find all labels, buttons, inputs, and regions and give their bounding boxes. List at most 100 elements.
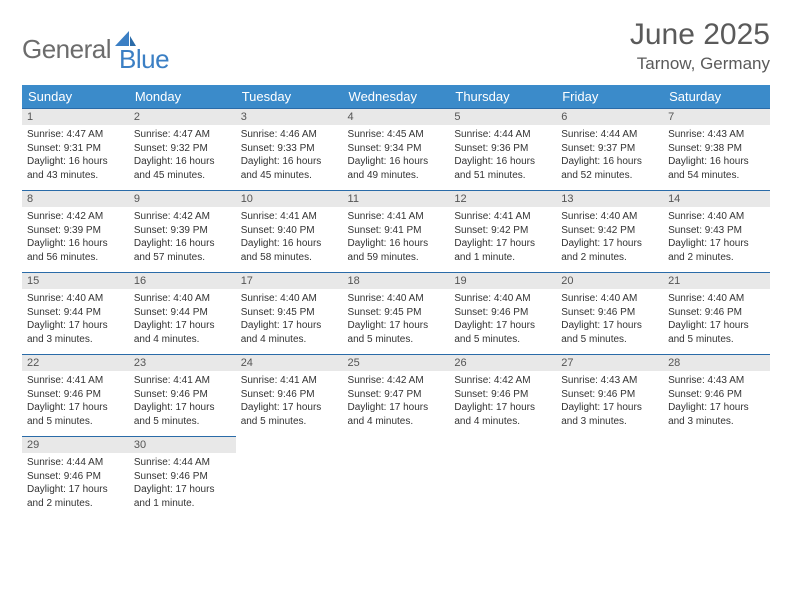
- day-details: Sunrise: 4:41 AMSunset: 9:46 PMDaylight:…: [129, 371, 236, 432]
- day-details: Sunrise: 4:41 AMSunset: 9:42 PMDaylight:…: [449, 207, 556, 268]
- day-cell: 17Sunrise: 4:40 AMSunset: 9:45 PMDayligh…: [236, 272, 343, 354]
- weekday-header: Thursday: [449, 85, 556, 108]
- weekday-header: Friday: [556, 85, 663, 108]
- day-details: Sunrise: 4:43 AMSunset: 9:46 PMDaylight:…: [663, 371, 770, 432]
- day-cell: 22Sunrise: 4:41 AMSunset: 9:46 PMDayligh…: [22, 354, 129, 436]
- weekday-header: Wednesday: [343, 85, 450, 108]
- day-details: Sunrise: 4:40 AMSunset: 9:45 PMDaylight:…: [343, 289, 450, 350]
- day-number: 25: [343, 354, 450, 371]
- day-number: 5: [449, 108, 556, 125]
- day-details: Sunrise: 4:43 AMSunset: 9:46 PMDaylight:…: [556, 371, 663, 432]
- day-details: Sunrise: 4:40 AMSunset: 9:43 PMDaylight:…: [663, 207, 770, 268]
- day-details: Sunrise: 4:40 AMSunset: 9:44 PMDaylight:…: [22, 289, 129, 350]
- weekday-header: Tuesday: [236, 85, 343, 108]
- empty-cell: [236, 436, 343, 518]
- day-number: 4: [343, 108, 450, 125]
- day-cell: 20Sunrise: 4:40 AMSunset: 9:46 PMDayligh…: [556, 272, 663, 354]
- day-cell: 1Sunrise: 4:47 AMSunset: 9:31 PMDaylight…: [22, 108, 129, 190]
- day-number: 3: [236, 108, 343, 125]
- day-number: 17: [236, 272, 343, 289]
- day-number: 9: [129, 190, 236, 207]
- logo-text-general: General: [22, 34, 111, 65]
- day-number: 28: [663, 354, 770, 371]
- day-number: 1: [22, 108, 129, 125]
- day-details: Sunrise: 4:40 AMSunset: 9:45 PMDaylight:…: [236, 289, 343, 350]
- day-number: 13: [556, 190, 663, 207]
- day-number: 20: [556, 272, 663, 289]
- location: Tarnow, Germany: [630, 54, 770, 74]
- logo-text-blue: Blue: [119, 44, 169, 75]
- day-cell: 29Sunrise: 4:44 AMSunset: 9:46 PMDayligh…: [22, 436, 129, 518]
- day-number: 29: [22, 436, 129, 453]
- day-cell: 7Sunrise: 4:43 AMSunset: 9:38 PMDaylight…: [663, 108, 770, 190]
- day-number: 18: [343, 272, 450, 289]
- day-number: 12: [449, 190, 556, 207]
- day-details: Sunrise: 4:42 AMSunset: 9:47 PMDaylight:…: [343, 371, 450, 432]
- day-number: 11: [343, 190, 450, 207]
- month-title: June 2025: [630, 18, 770, 52]
- day-details: Sunrise: 4:40 AMSunset: 9:42 PMDaylight:…: [556, 207, 663, 268]
- day-cell: 19Sunrise: 4:40 AMSunset: 9:46 PMDayligh…: [449, 272, 556, 354]
- weekday-header: Saturday: [663, 85, 770, 108]
- day-cell: 30Sunrise: 4:44 AMSunset: 9:46 PMDayligh…: [129, 436, 236, 518]
- day-cell: 4Sunrise: 4:45 AMSunset: 9:34 PMDaylight…: [343, 108, 450, 190]
- day-number: 23: [129, 354, 236, 371]
- day-cell: 26Sunrise: 4:42 AMSunset: 9:46 PMDayligh…: [449, 354, 556, 436]
- day-number: 30: [129, 436, 236, 453]
- day-cell: 9Sunrise: 4:42 AMSunset: 9:39 PMDaylight…: [129, 190, 236, 272]
- day-number: 22: [22, 354, 129, 371]
- day-number: 27: [556, 354, 663, 371]
- calendar-row: 22Sunrise: 4:41 AMSunset: 9:46 PMDayligh…: [22, 354, 770, 436]
- day-cell: 11Sunrise: 4:41 AMSunset: 9:41 PMDayligh…: [343, 190, 450, 272]
- day-cell: 15Sunrise: 4:40 AMSunset: 9:44 PMDayligh…: [22, 272, 129, 354]
- day-number: 7: [663, 108, 770, 125]
- day-details: Sunrise: 4:43 AMSunset: 9:38 PMDaylight:…: [663, 125, 770, 186]
- empty-cell: [343, 436, 450, 518]
- day-details: Sunrise: 4:45 AMSunset: 9:34 PMDaylight:…: [343, 125, 450, 186]
- day-details: Sunrise: 4:44 AMSunset: 9:36 PMDaylight:…: [449, 125, 556, 186]
- calendar-row: 1Sunrise: 4:47 AMSunset: 9:31 PMDaylight…: [22, 108, 770, 190]
- day-details: Sunrise: 4:41 AMSunset: 9:46 PMDaylight:…: [236, 371, 343, 432]
- day-number: 19: [449, 272, 556, 289]
- day-number: 8: [22, 190, 129, 207]
- day-details: Sunrise: 4:41 AMSunset: 9:46 PMDaylight:…: [22, 371, 129, 432]
- logo: General Blue: [22, 24, 169, 75]
- empty-cell: [556, 436, 663, 518]
- day-details: Sunrise: 4:40 AMSunset: 9:46 PMDaylight:…: [663, 289, 770, 350]
- day-cell: 16Sunrise: 4:40 AMSunset: 9:44 PMDayligh…: [129, 272, 236, 354]
- header: General Blue June 2025 Tarnow, Germany: [22, 18, 770, 75]
- calendar-row: 8Sunrise: 4:42 AMSunset: 9:39 PMDaylight…: [22, 190, 770, 272]
- day-cell: 12Sunrise: 4:41 AMSunset: 9:42 PMDayligh…: [449, 190, 556, 272]
- day-details: Sunrise: 4:42 AMSunset: 9:39 PMDaylight:…: [22, 207, 129, 268]
- day-details: Sunrise: 4:41 AMSunset: 9:40 PMDaylight:…: [236, 207, 343, 268]
- day-number: 16: [129, 272, 236, 289]
- empty-cell: [449, 436, 556, 518]
- day-details: Sunrise: 4:47 AMSunset: 9:32 PMDaylight:…: [129, 125, 236, 186]
- day-cell: 21Sunrise: 4:40 AMSunset: 9:46 PMDayligh…: [663, 272, 770, 354]
- day-cell: 14Sunrise: 4:40 AMSunset: 9:43 PMDayligh…: [663, 190, 770, 272]
- day-cell: 28Sunrise: 4:43 AMSunset: 9:46 PMDayligh…: [663, 354, 770, 436]
- day-cell: 5Sunrise: 4:44 AMSunset: 9:36 PMDaylight…: [449, 108, 556, 190]
- day-number: 10: [236, 190, 343, 207]
- day-details: Sunrise: 4:44 AMSunset: 9:46 PMDaylight:…: [22, 453, 129, 514]
- day-details: Sunrise: 4:46 AMSunset: 9:33 PMDaylight:…: [236, 125, 343, 186]
- calendar-row: 29Sunrise: 4:44 AMSunset: 9:46 PMDayligh…: [22, 436, 770, 518]
- day-details: Sunrise: 4:40 AMSunset: 9:46 PMDaylight:…: [449, 289, 556, 350]
- day-cell: 24Sunrise: 4:41 AMSunset: 9:46 PMDayligh…: [236, 354, 343, 436]
- day-cell: 27Sunrise: 4:43 AMSunset: 9:46 PMDayligh…: [556, 354, 663, 436]
- day-cell: 6Sunrise: 4:44 AMSunset: 9:37 PMDaylight…: [556, 108, 663, 190]
- calendar-row: 15Sunrise: 4:40 AMSunset: 9:44 PMDayligh…: [22, 272, 770, 354]
- day-cell: 8Sunrise: 4:42 AMSunset: 9:39 PMDaylight…: [22, 190, 129, 272]
- day-number: 24: [236, 354, 343, 371]
- day-details: Sunrise: 4:41 AMSunset: 9:41 PMDaylight:…: [343, 207, 450, 268]
- day-number: 26: [449, 354, 556, 371]
- calendar-table: Sunday Monday Tuesday Wednesday Thursday…: [22, 85, 770, 518]
- day-number: 6: [556, 108, 663, 125]
- title-block: June 2025 Tarnow, Germany: [630, 18, 770, 74]
- day-cell: 25Sunrise: 4:42 AMSunset: 9:47 PMDayligh…: [343, 354, 450, 436]
- day-cell: 23Sunrise: 4:41 AMSunset: 9:46 PMDayligh…: [129, 354, 236, 436]
- empty-cell: [663, 436, 770, 518]
- day-number: 15: [22, 272, 129, 289]
- day-cell: 13Sunrise: 4:40 AMSunset: 9:42 PMDayligh…: [556, 190, 663, 272]
- day-number: 14: [663, 190, 770, 207]
